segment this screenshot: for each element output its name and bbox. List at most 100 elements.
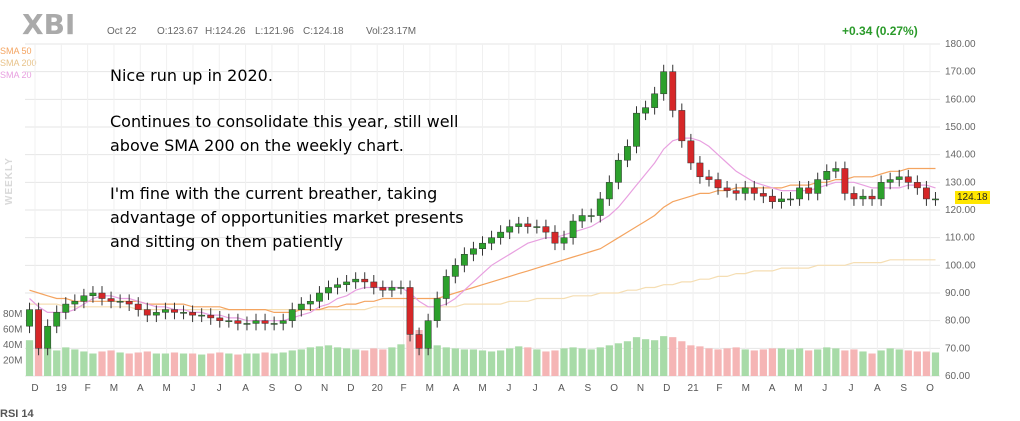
volume-bar	[270, 353, 278, 376]
volume-bar	[225, 353, 233, 376]
candle	[180, 305, 187, 320]
candle-body	[143, 309, 151, 316]
volume-bar	[107, 350, 115, 376]
candle	[805, 180, 813, 201]
ticker-symbol: XBI	[22, 8, 76, 41]
candle-body	[886, 179, 894, 183]
x-tick-label: D	[31, 383, 38, 394]
candle	[488, 230, 495, 251]
legend-sma200[interactable]: SMA 200	[0, 58, 37, 68]
y-tick-label: 150.00	[945, 122, 976, 133]
candle	[189, 305, 197, 323]
legend-sma50[interactable]: SMA 50	[0, 46, 32, 56]
candle	[533, 219, 541, 234]
candle	[687, 133, 695, 170]
volume-bar	[89, 353, 97, 376]
candle-body	[750, 187, 758, 194]
candle-body	[316, 292, 323, 302]
volume-value: Vol:23.17M	[366, 26, 417, 37]
candle-body	[297, 303, 305, 310]
bar-date: Oct 22	[107, 26, 137, 37]
volume-bar	[207, 353, 215, 376]
candle-body	[633, 112, 640, 147]
candle	[750, 180, 758, 201]
candle	[352, 272, 360, 289]
candle	[624, 139, 631, 168]
candle	[406, 280, 414, 342]
candle	[859, 189, 867, 206]
volume-bar	[931, 352, 940, 376]
candle	[778, 192, 785, 209]
volume-bar	[216, 352, 224, 376]
x-tick-label: M	[794, 383, 802, 394]
volume-bar	[823, 347, 831, 376]
candle-body	[451, 265, 459, 277]
candle-body	[470, 248, 477, 255]
candle-body	[35, 309, 43, 349]
volume-bar	[714, 349, 722, 376]
y-tick-label: 180.00	[945, 39, 976, 50]
candle-body	[895, 176, 903, 180]
candle	[107, 291, 115, 309]
volume-bar	[388, 347, 396, 376]
candle	[343, 275, 351, 292]
candle	[460, 247, 468, 273]
candle	[316, 286, 323, 309]
volume-bar	[62, 347, 70, 376]
candle	[832, 161, 840, 179]
volume-bar	[333, 347, 342, 376]
x-tick-label: 19	[56, 383, 68, 394]
candle-body	[189, 312, 197, 316]
legend-sma20[interactable]: SMA 20	[0, 70, 32, 80]
x-tick-label: F	[716, 383, 722, 394]
candle-body	[442, 276, 450, 299]
volume-bar	[179, 353, 188, 376]
candle-body	[270, 323, 278, 325]
x-tick-label: M	[478, 383, 486, 394]
candle-body	[207, 314, 215, 319]
y-tick-label: 160.00	[945, 94, 976, 105]
volume-bar	[460, 349, 469, 376]
candle	[424, 313, 432, 356]
candle-body	[460, 254, 468, 266]
candle	[723, 180, 731, 198]
x-tick-label: M	[110, 383, 118, 394]
candle	[886, 172, 894, 190]
candle	[152, 305, 160, 323]
candle-body	[922, 187, 930, 200]
volume-bar	[188, 353, 197, 376]
candle	[89, 286, 97, 303]
x-tick-label: O	[926, 383, 934, 394]
candle-body	[433, 298, 441, 321]
candle	[506, 219, 514, 240]
candle-body	[642, 107, 649, 114]
candle	[143, 302, 151, 323]
volume-bar	[587, 349, 595, 376]
volume-bar	[533, 349, 541, 376]
candle-body	[162, 309, 169, 313]
y-tick-label: 120.00	[945, 205, 976, 216]
x-tick-label: 20	[372, 383, 384, 394]
candle-body	[660, 71, 668, 95]
volume-bar	[306, 347, 314, 376]
candle-body	[288, 309, 296, 321]
y-tick-label: 100.00	[945, 260, 976, 271]
candle-body	[741, 187, 749, 194]
candle	[297, 297, 305, 317]
sma-lines	[29, 137, 936, 322]
candle	[306, 294, 314, 311]
candle	[279, 313, 287, 331]
candle-body	[714, 179, 722, 189]
candle-body	[415, 334, 423, 349]
x-tick-label: O	[610, 383, 618, 394]
high-value: H:124.26	[205, 26, 246, 37]
candle	[261, 313, 269, 331]
candle-body	[152, 312, 160, 316]
candle	[560, 230, 568, 251]
volume-bar	[170, 352, 179, 376]
candle	[578, 208, 586, 228]
candle-body	[705, 176, 713, 180]
candle	[225, 313, 233, 328]
volume-bar	[25, 340, 34, 376]
